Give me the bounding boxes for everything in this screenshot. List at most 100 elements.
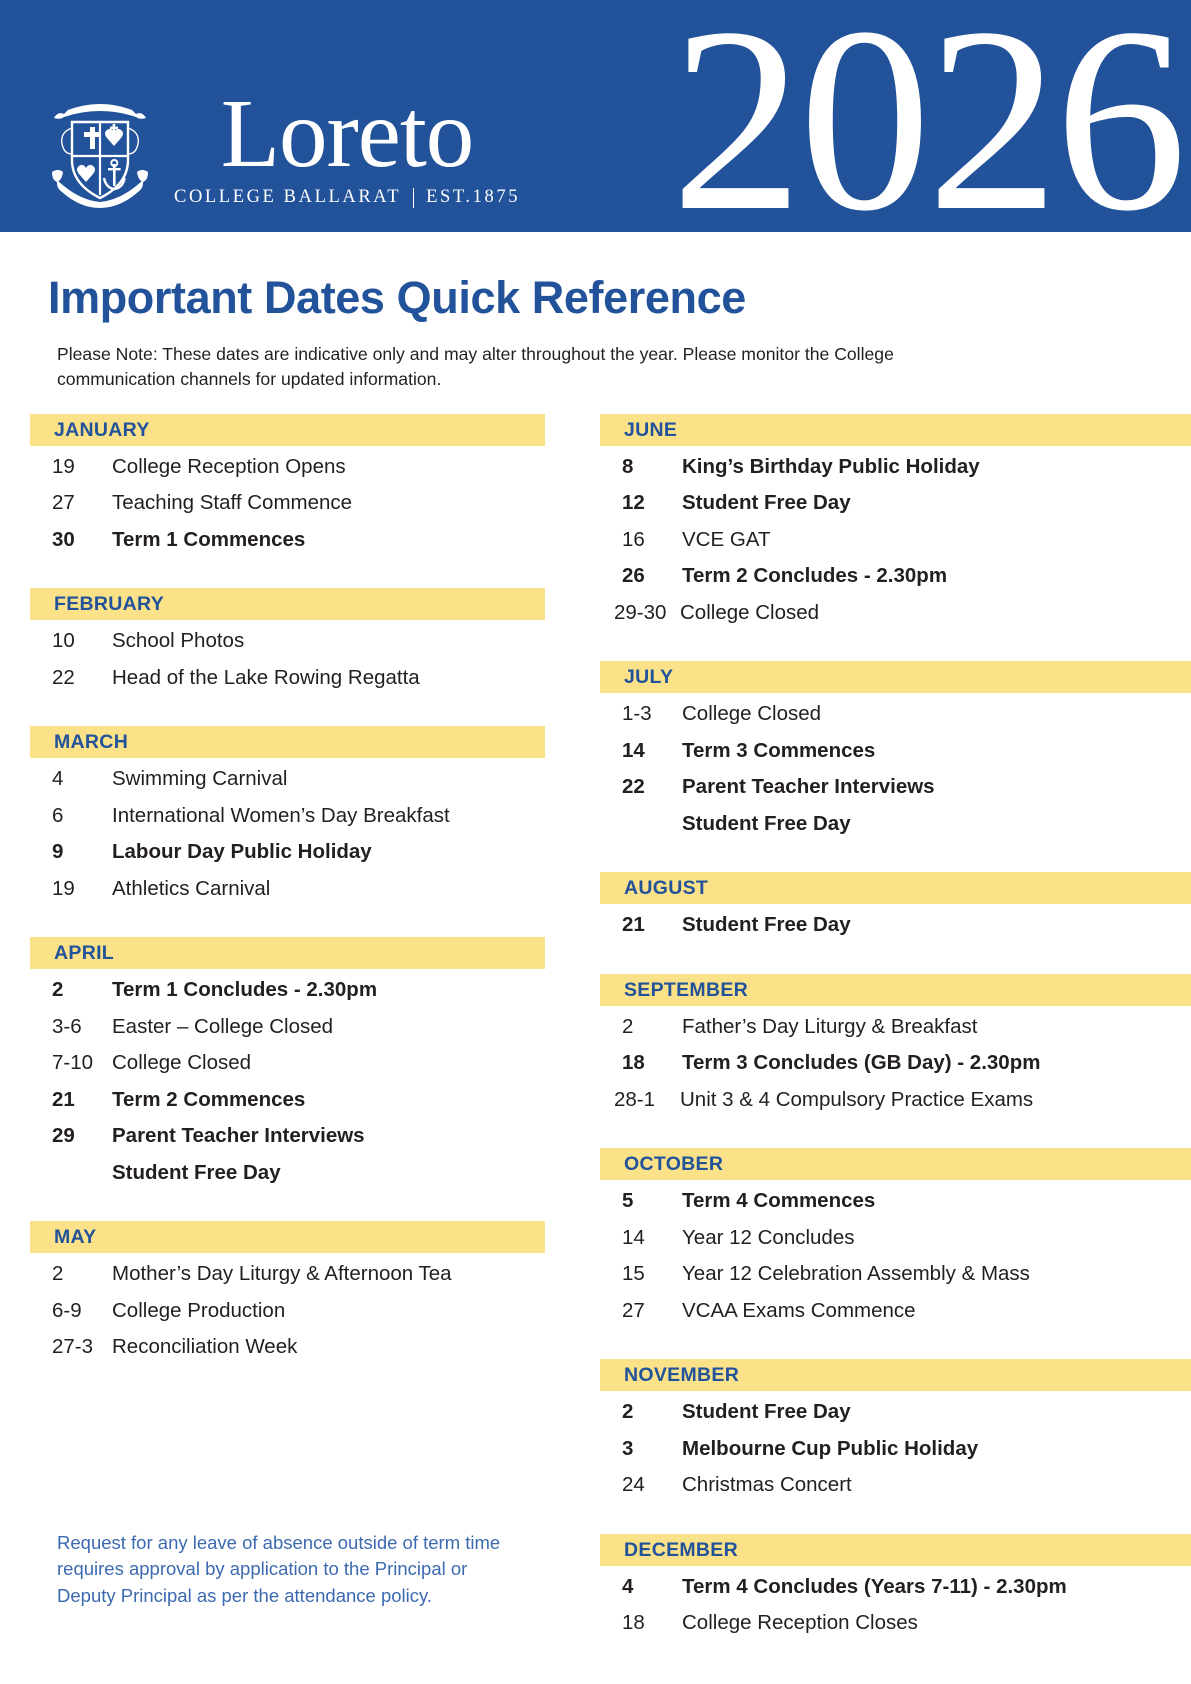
event-row: 22 Head of the Lake Rowing Regatta — [30, 660, 545, 696]
page-title: Important Dates Quick Reference — [48, 272, 746, 323]
event-date: 2 — [622, 1014, 634, 1038]
month-header-february: FEBRUARY — [30, 588, 545, 621]
event-date: 2 — [622, 1400, 634, 1424]
month-block: APRIL 2 Term 1 Concludes - 2.30pm 3-6 Easter… — [30, 937, 545, 1191]
event-row: 2 Term 1 Concludes - 2.30pm — [30, 972, 545, 1008]
event-description: Student Free Day — [682, 913, 851, 937]
event-date: 21 — [52, 1087, 75, 1111]
event-date: 24 — [622, 1473, 645, 1497]
event-description: Mother’s Day Liturgy & Afternoon Tea — [112, 1262, 452, 1286]
event-row: 29 Parent Teacher Interviews Student Free… — [30, 1118, 545, 1191]
event-row: 29-30 College Closed — [600, 595, 1191, 631]
college-established: EST.1875 — [426, 187, 521, 208]
event-description: VCAA Exams Commence — [682, 1298, 916, 1322]
month-spacer — [600, 944, 1191, 974]
event-date: 12 — [622, 491, 645, 515]
event-row: 19 College Reception Opens — [30, 449, 545, 485]
event-row: 27 Teaching Staff Commence — [30, 485, 545, 521]
month-block: JULY 1-3 College Closed 14 Term 3 Commences 2… — [600, 661, 1191, 842]
event-date: 16 — [622, 527, 645, 551]
month-block: OCTOBER 5 Term 4 Commences 14 Year 12 Conclu… — [600, 1148, 1191, 1329]
event-description: College Closed — [112, 1051, 252, 1075]
event-list: 8 King’s Birthday Public Holiday 12 Student… — [600, 446, 1191, 631]
event-description: King’s Birthday Public Holiday — [682, 455, 980, 478]
event-list: 4 Term 4 Concludes (Years 7-11) - 2.30pm 1… — [600, 1566, 1191, 1642]
event-list: 21 Student Free Day — [600, 904, 1191, 943]
event-description: Term 2 Concludes - 2.30pm — [682, 564, 948, 588]
event-row: 30 Term 1 Commences — [30, 522, 545, 558]
event-description: Athletics Carnival — [112, 876, 271, 900]
college-crest-icon — [48, 96, 152, 209]
event-description: Reconciliation Week — [112, 1335, 298, 1359]
event-list: 5 Term 4 Commences 14 Year 12 Concludes 15 Ye… — [600, 1180, 1191, 1329]
college-subtitle-row: COLLEGE BALLARAT EST.1875 — [174, 187, 520, 208]
event-row: 6-9 College Production — [30, 1293, 545, 1329]
event-date: 28-1 — [614, 1087, 656, 1111]
event-description: Term 2 Commences — [112, 1087, 306, 1111]
event-list: 10 School Photos 22 Head of the Lake Rowing… — [30, 620, 545, 696]
month-header-november: NOVEMBER — [600, 1359, 1191, 1392]
month-spacer — [600, 1118, 1191, 1148]
event-description: Christmas Concert — [682, 1473, 852, 1497]
event-date: 22 — [622, 775, 645, 799]
event-date: 19 — [52, 876, 75, 900]
month-block: SEPTEMBER 2 Father’s Day Liturgy & Breakfa… — [600, 973, 1191, 1118]
month-header-march: MARCH — [30, 726, 545, 759]
event-date: 4 — [622, 1574, 634, 1598]
event-list: 2 Father’s Day Liturgy & Breakfast 18 Term … — [600, 1006, 1191, 1118]
event-date: 18 — [622, 1051, 645, 1075]
event-list: 19 College Reception Opens 27 Teaching Staf… — [30, 446, 545, 558]
event-date: 2 — [52, 1262, 64, 1286]
event-row: 16 VCE GAT — [600, 522, 1191, 558]
right-column: JUNE 8 King’s Birthday Public Holiday 12 Stu… — [600, 414, 1191, 1642]
event-row: 6 International Women’s Day Breakfast — [30, 798, 545, 834]
month-block: NOVEMBER 2 Student Free Day 3 Melbourne Cup … — [600, 1359, 1191, 1503]
month-spacer — [600, 1329, 1191, 1359]
event-description: Term 1 Concludes - 2.30pm — [112, 978, 378, 1002]
event-row: 15 Year 12 Celebration Assembly & Mass — [600, 1256, 1191, 1292]
month-spacer — [30, 907, 545, 937]
event-date: 27 — [622, 1298, 645, 1322]
event-row: 8 King’s Birthday Public Holiday — [600, 449, 1191, 485]
event-description: Labour Day Public Holiday — [112, 840, 372, 864]
college-subtitle: COLLEGE BALLARAT — [174, 187, 402, 208]
event-row: 2 Mother’s Day Liturgy & Afternoon Tea — [30, 1256, 545, 1292]
event-date: 30 — [52, 527, 75, 551]
event-date: 1-3 — [622, 702, 652, 726]
brand-lockup: Loreto COLLEGE BALLARAT EST.1875 — [48, 85, 520, 209]
month-header-september: SEPTEMBER — [600, 973, 1191, 1006]
event-description: Student Free Day — [682, 491, 851, 515]
event-list: 2 Term 1 Concludes - 2.30pm 3-6 Easter – Co… — [30, 969, 545, 1191]
event-row: 18 College Reception Closes — [600, 1605, 1191, 1641]
event-date: 14 — [622, 738, 645, 762]
event-description: College Production — [112, 1298, 286, 1322]
event-description: Easter – College Closed — [112, 1014, 334, 1038]
event-date: 8 — [622, 455, 634, 478]
event-row: 10 School Photos — [30, 623, 545, 659]
event-row: 21 Term 2 Commences — [30, 1082, 545, 1118]
event-row: 14 Term 3 Commences — [600, 733, 1191, 769]
event-row: 27 VCAA Exams Commence — [600, 1293, 1191, 1329]
event-description: Parent Teacher Interviews Student Free D… — [682, 775, 935, 835]
month-header-may: MAY — [30, 1221, 545, 1254]
event-row: 7-10 College Closed — [30, 1045, 545, 1081]
event-row: 4 Term 4 Concludes (Years 7-11) - 2.30pm — [600, 1569, 1191, 1605]
event-list: 2 Mother’s Day Liturgy & Afternoon Tea 6-9… — [30, 1253, 545, 1365]
month-block: MAY 2 Mother’s Day Liturgy & Afternoon Tea… — [30, 1221, 545, 1365]
event-description: Student Free Day — [682, 1400, 851, 1424]
event-description: Father’s Day Liturgy & Breakfast — [682, 1014, 978, 1038]
month-spacer — [30, 558, 545, 588]
event-row: 3 Melbourne Cup Public Holiday — [600, 1431, 1191, 1467]
month-header-april: APRIL — [30, 937, 545, 970]
event-list: 4 Swimming Carnival 6 International Women’s… — [30, 758, 545, 907]
event-date: 10 — [52, 629, 75, 653]
event-description: Term 3 Commences — [682, 738, 876, 762]
event-row: 1-3 College Closed — [600, 696, 1191, 732]
event-date: 27 — [52, 491, 75, 515]
event-date: 7-10 — [52, 1051, 94, 1075]
event-date: 9 — [52, 840, 64, 864]
event-description: Term 1 Commences — [112, 527, 306, 551]
event-description: International Women’s Day Breakfast — [112, 803, 450, 827]
event-list: 2 Student Free Day 3 Melbourne Cup Public H… — [600, 1391, 1191, 1503]
